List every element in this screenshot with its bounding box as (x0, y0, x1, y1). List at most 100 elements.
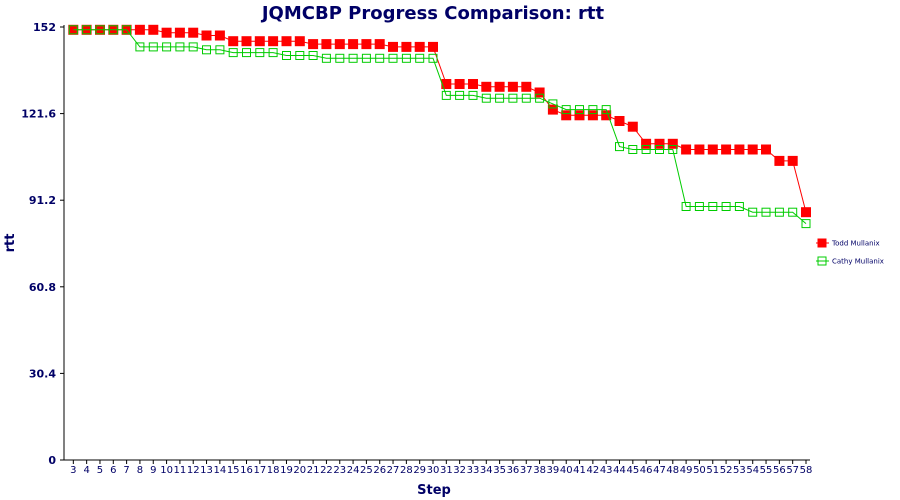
data-point (721, 202, 731, 211)
data-point (188, 42, 198, 52)
data-point (68, 25, 78, 35)
data-point (655, 145, 664, 154)
data-point (242, 48, 251, 58)
x-tick-label: 45 (626, 465, 639, 476)
x-tick-label: 41 (573, 465, 586, 476)
data-point (681, 202, 691, 211)
data-point (547, 104, 558, 115)
data-point (321, 39, 332, 50)
data-point (787, 155, 798, 166)
x-tick-label: 46 (640, 465, 653, 476)
x-tick-label: 23 (333, 465, 346, 476)
data-point (574, 110, 585, 121)
data-point (401, 41, 412, 52)
data-point (335, 53, 345, 63)
data-point (135, 42, 145, 52)
data-point (282, 51, 291, 60)
x-tick-label: 54 (746, 465, 759, 476)
data-point (202, 45, 211, 55)
data-point (228, 48, 238, 58)
data-point (214, 30, 225, 41)
data-point (428, 53, 438, 63)
data-point (414, 41, 425, 52)
x-tick-label: 30 (427, 465, 440, 476)
y-tick-label: 121.6 (21, 108, 56, 121)
data-point (294, 36, 305, 47)
data-point (468, 90, 478, 100)
x-tick-label: 32 (453, 465, 466, 476)
data-point (82, 25, 92, 35)
x-tick-label: 11 (174, 465, 187, 476)
x-tick-label: 17 (253, 465, 266, 476)
data-point (521, 81, 532, 92)
data-point (374, 39, 385, 50)
data-point (561, 105, 571, 115)
series-1 (68, 25, 811, 229)
data-point (295, 51, 305, 60)
data-point (455, 90, 465, 100)
data-point (667, 138, 678, 149)
data-point (281, 36, 292, 47)
x-tick-label: 47 (653, 465, 666, 476)
data-point (321, 53, 331, 63)
data-point (201, 30, 212, 41)
x-tick-label: 3 (70, 465, 76, 476)
data-point (575, 105, 584, 115)
y-tick-label: 60.8 (29, 281, 56, 294)
data-point (428, 41, 438, 52)
x-tick-label: 27 (387, 465, 400, 476)
data-point (681, 144, 692, 155)
data-point (361, 53, 371, 63)
data-point (721, 144, 732, 155)
data-point (587, 110, 598, 121)
x-tick-label: 22 (320, 465, 333, 476)
data-point (521, 93, 531, 103)
data-point (108, 25, 118, 35)
x-tick-label: 8 (137, 465, 143, 476)
data-point (161, 27, 172, 38)
x-tick-label: 31 (440, 465, 453, 476)
data-point (801, 219, 811, 229)
x-tick-label: 43 (600, 465, 613, 476)
data-point (788, 207, 798, 217)
data-point (388, 41, 398, 52)
y-tick-labels: 0 30.4 60.8 91.2 121.6 152 (21, 21, 56, 467)
data-point (255, 48, 265, 58)
x-tick-label: 9 (150, 465, 156, 476)
x-tick-label: 33 (467, 465, 480, 476)
legend-label: Todd Mullanix (831, 240, 880, 248)
data-point (174, 27, 185, 38)
legend-marker (817, 238, 827, 248)
data-point (801, 207, 811, 218)
data-point (601, 105, 611, 115)
x-tick-label: 51 (706, 465, 719, 476)
data-point (535, 93, 545, 103)
x-tick-label: 26 (373, 465, 386, 476)
x-tick-label: 58 (800, 465, 813, 476)
plot-series (68, 24, 811, 229)
data-point (668, 145, 678, 154)
data-point (508, 93, 518, 103)
x-tick-label: 24 (347, 465, 360, 476)
y-tick-label: 0 (48, 454, 56, 467)
data-point (507, 81, 518, 92)
x-tick-label: 53 (733, 465, 746, 476)
x-tick-label: 6 (110, 465, 116, 476)
data-point (348, 53, 358, 63)
y-tick-label: 30.4 (29, 367, 56, 380)
x-tick-label: 56 (773, 465, 786, 476)
data-point (734, 202, 744, 211)
data-point (707, 144, 718, 155)
data-point (588, 105, 598, 115)
data-point (761, 207, 771, 217)
data-point (628, 145, 638, 154)
x-tick-label: 37 (520, 465, 533, 476)
data-point (694, 144, 705, 155)
data-point (548, 99, 558, 109)
data-point (694, 202, 704, 211)
data-point (441, 90, 451, 100)
x-tick-label: 42 (586, 465, 599, 476)
data-point (148, 24, 159, 35)
series-line (73, 29, 807, 213)
